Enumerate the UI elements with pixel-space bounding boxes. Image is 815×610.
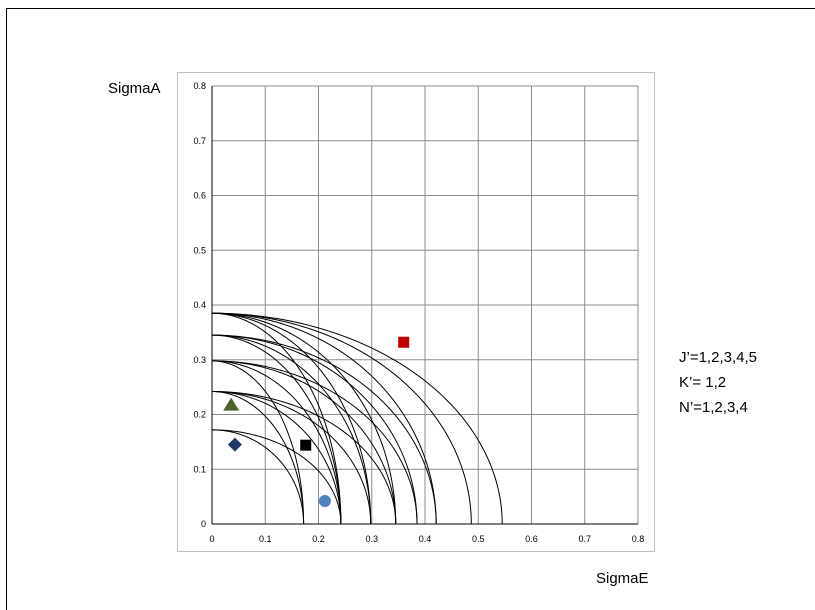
y-tick-label: 0.4 — [193, 300, 206, 310]
data-point-triangle — [223, 397, 240, 411]
data-point-square — [398, 336, 410, 348]
ellipse-curve — [211, 360, 418, 525]
x-axis-label: SigmaE — [596, 570, 649, 587]
ellipse-curve — [211, 312, 397, 525]
data-point-circle — [318, 495, 331, 508]
ellipse-curve — [211, 360, 342, 525]
ellipse-curve — [211, 334, 437, 525]
y-axis-label: SigmaA — [108, 80, 161, 97]
plot-area-border — [177, 72, 655, 552]
ellipse-curve — [211, 312, 372, 525]
x-tick-label: 0 — [209, 534, 214, 544]
data-point-diamond — [227, 437, 242, 452]
ellipse-curve — [211, 312, 472, 525]
ellipse-curve — [211, 312, 503, 525]
y-tick-label: 0.8 — [193, 81, 206, 91]
ellipse-curve — [211, 334, 342, 525]
y-tick-label: 0.1 — [193, 464, 206, 474]
note-k: K’= 1,2 — [679, 374, 727, 391]
ellipse-curve — [211, 391, 342, 525]
ellipse-curve — [211, 312, 342, 525]
x-tick-label: 0.4 — [419, 534, 432, 544]
data-point-square — [300, 439, 312, 451]
chart-frame — [6, 8, 815, 610]
y-tick-label: 0.7 — [193, 136, 206, 146]
x-tick-label: 0.3 — [365, 534, 378, 544]
ellipse-curve — [211, 360, 305, 525]
ellipse-curve — [211, 334, 418, 525]
note-j: J’=1,2,3,4,5 — [679, 349, 757, 366]
x-tick-label: 0.6 — [525, 534, 538, 544]
parameter-notes: J’=1,2,3,4,5 K’= 1,2 N’=1,2,3,4 — [679, 345, 757, 420]
x-tick-label: 0.7 — [578, 534, 591, 544]
ellipse-curve — [211, 429, 305, 525]
ellipse-curve — [211, 391, 397, 525]
y-tick-label: 0 — [201, 519, 206, 529]
note-n: N’=1,2,3,4 — [679, 399, 748, 416]
ellipse-curve — [211, 312, 437, 525]
y-tick-label: 0.5 — [193, 245, 206, 255]
ellipse-curve — [211, 334, 372, 525]
ellipse-curve — [211, 360, 397, 525]
x-tick-label: 0.2 — [312, 534, 325, 544]
y-tick-label: 0.2 — [193, 410, 206, 420]
ellipse-curve — [211, 391, 305, 525]
y-tick-label: 0.3 — [193, 355, 206, 365]
y-tick-label: 0.6 — [193, 191, 206, 201]
x-tick-label: 0.1 — [259, 534, 272, 544]
x-tick-label: 0.5 — [472, 534, 485, 544]
x-tick-label: 0.8 — [632, 534, 645, 544]
ellipse-curve — [211, 429, 342, 525]
